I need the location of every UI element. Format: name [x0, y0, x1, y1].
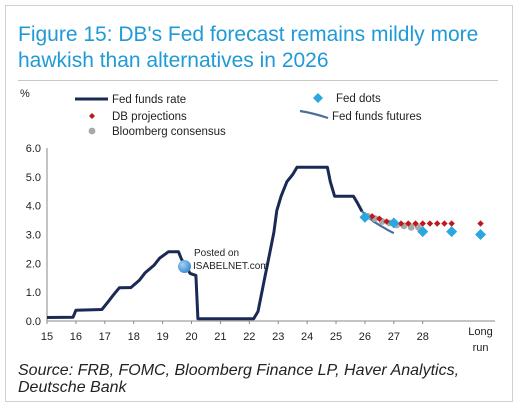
db-projection-point	[376, 215, 383, 222]
db-projection-point	[433, 220, 441, 227]
legend-label-fed-funds-futures: Fed funds futures	[332, 111, 422, 123]
y-tick-label: 5.0	[26, 172, 41, 184]
bloomberg-consensus-point	[407, 223, 415, 231]
y-tick-label: 3.0	[26, 230, 41, 242]
db-projection-point	[477, 220, 484, 227]
y-tick-label: 2.0	[26, 258, 41, 270]
y-tick-label: 1.0	[26, 287, 41, 299]
legend-label-fed-dots: Fed dots	[336, 93, 381, 105]
fed-dot-point	[388, 217, 400, 229]
y-tick-label: 0.0	[26, 316, 41, 328]
x-tick-label-long-run: run	[473, 342, 489, 354]
series-line-fed-funds-rate	[46, 165, 364, 321]
db-projection-point	[441, 220, 448, 227]
x-tick-label: 21	[214, 331, 226, 343]
x-tick-label: 26	[359, 331, 371, 343]
db-projection-point	[412, 220, 419, 227]
x-tick-label: 24	[301, 331, 313, 343]
x-tick-label: 19	[156, 331, 168, 343]
db-projection-point	[383, 218, 390, 225]
watermark: Posted on ISABELNET.com	[178, 248, 269, 273]
fed-dot-point	[417, 226, 429, 238]
db-projection-point	[397, 220, 405, 227]
legend-swatch-db-projections	[89, 113, 95, 119]
x-tick-label: 15	[41, 331, 53, 343]
db-projection-point	[368, 213, 376, 220]
legend-swatch-fed-dots	[313, 93, 323, 103]
fed-dot-point	[446, 226, 458, 238]
legend-label-db-projections: DB projections	[112, 111, 187, 123]
legend-swatch-fed-funds-futures	[299, 109, 329, 120]
x-tick-label: 22	[243, 331, 255, 343]
fed-dot-point	[359, 211, 371, 223]
x-tick-label: 28	[417, 331, 429, 343]
chart-title: Figure 15: DB's Fed forecast remains mil…	[18, 23, 479, 72]
globe-icon	[178, 260, 191, 273]
db-projection-point	[448, 220, 455, 227]
db-projection-point	[405, 220, 412, 227]
fed-dot-point	[475, 229, 487, 240]
x-tick-label: 18	[128, 331, 140, 343]
watermark-line2: ISABELNET.com	[193, 261, 269, 273]
x-tick-label-long-run: Long	[468, 326, 492, 338]
x-tick-label: 27	[388, 331, 400, 343]
watermark-line1: Posted on	[194, 248, 240, 259]
x-tick-label: 20	[185, 331, 197, 343]
x-tick-label: 23	[272, 331, 284, 343]
title-divider	[18, 80, 498, 81]
y-tick-label: 6.0	[26, 143, 41, 155]
chart-card	[5, 5, 513, 402]
db-projection-point	[426, 220, 434, 227]
x-tick-label: 16	[70, 331, 82, 343]
y-axis-label: %	[20, 88, 30, 100]
source-note: Source: FRB, FOMC, Bloomberg Finance LP,…	[18, 362, 460, 396]
legend-label-bloomberg-consensus: Bloomberg consensus	[112, 126, 226, 138]
y-tick-label: 4.0	[26, 201, 41, 213]
legend-label-fed-funds-rate: Fed funds rate	[112, 94, 186, 106]
x-tick-label: 17	[99, 331, 111, 343]
db-projection-point	[419, 220, 426, 227]
legend-swatch-bloomberg-consensus	[88, 127, 96, 135]
x-tick-label: 25	[330, 331, 342, 343]
